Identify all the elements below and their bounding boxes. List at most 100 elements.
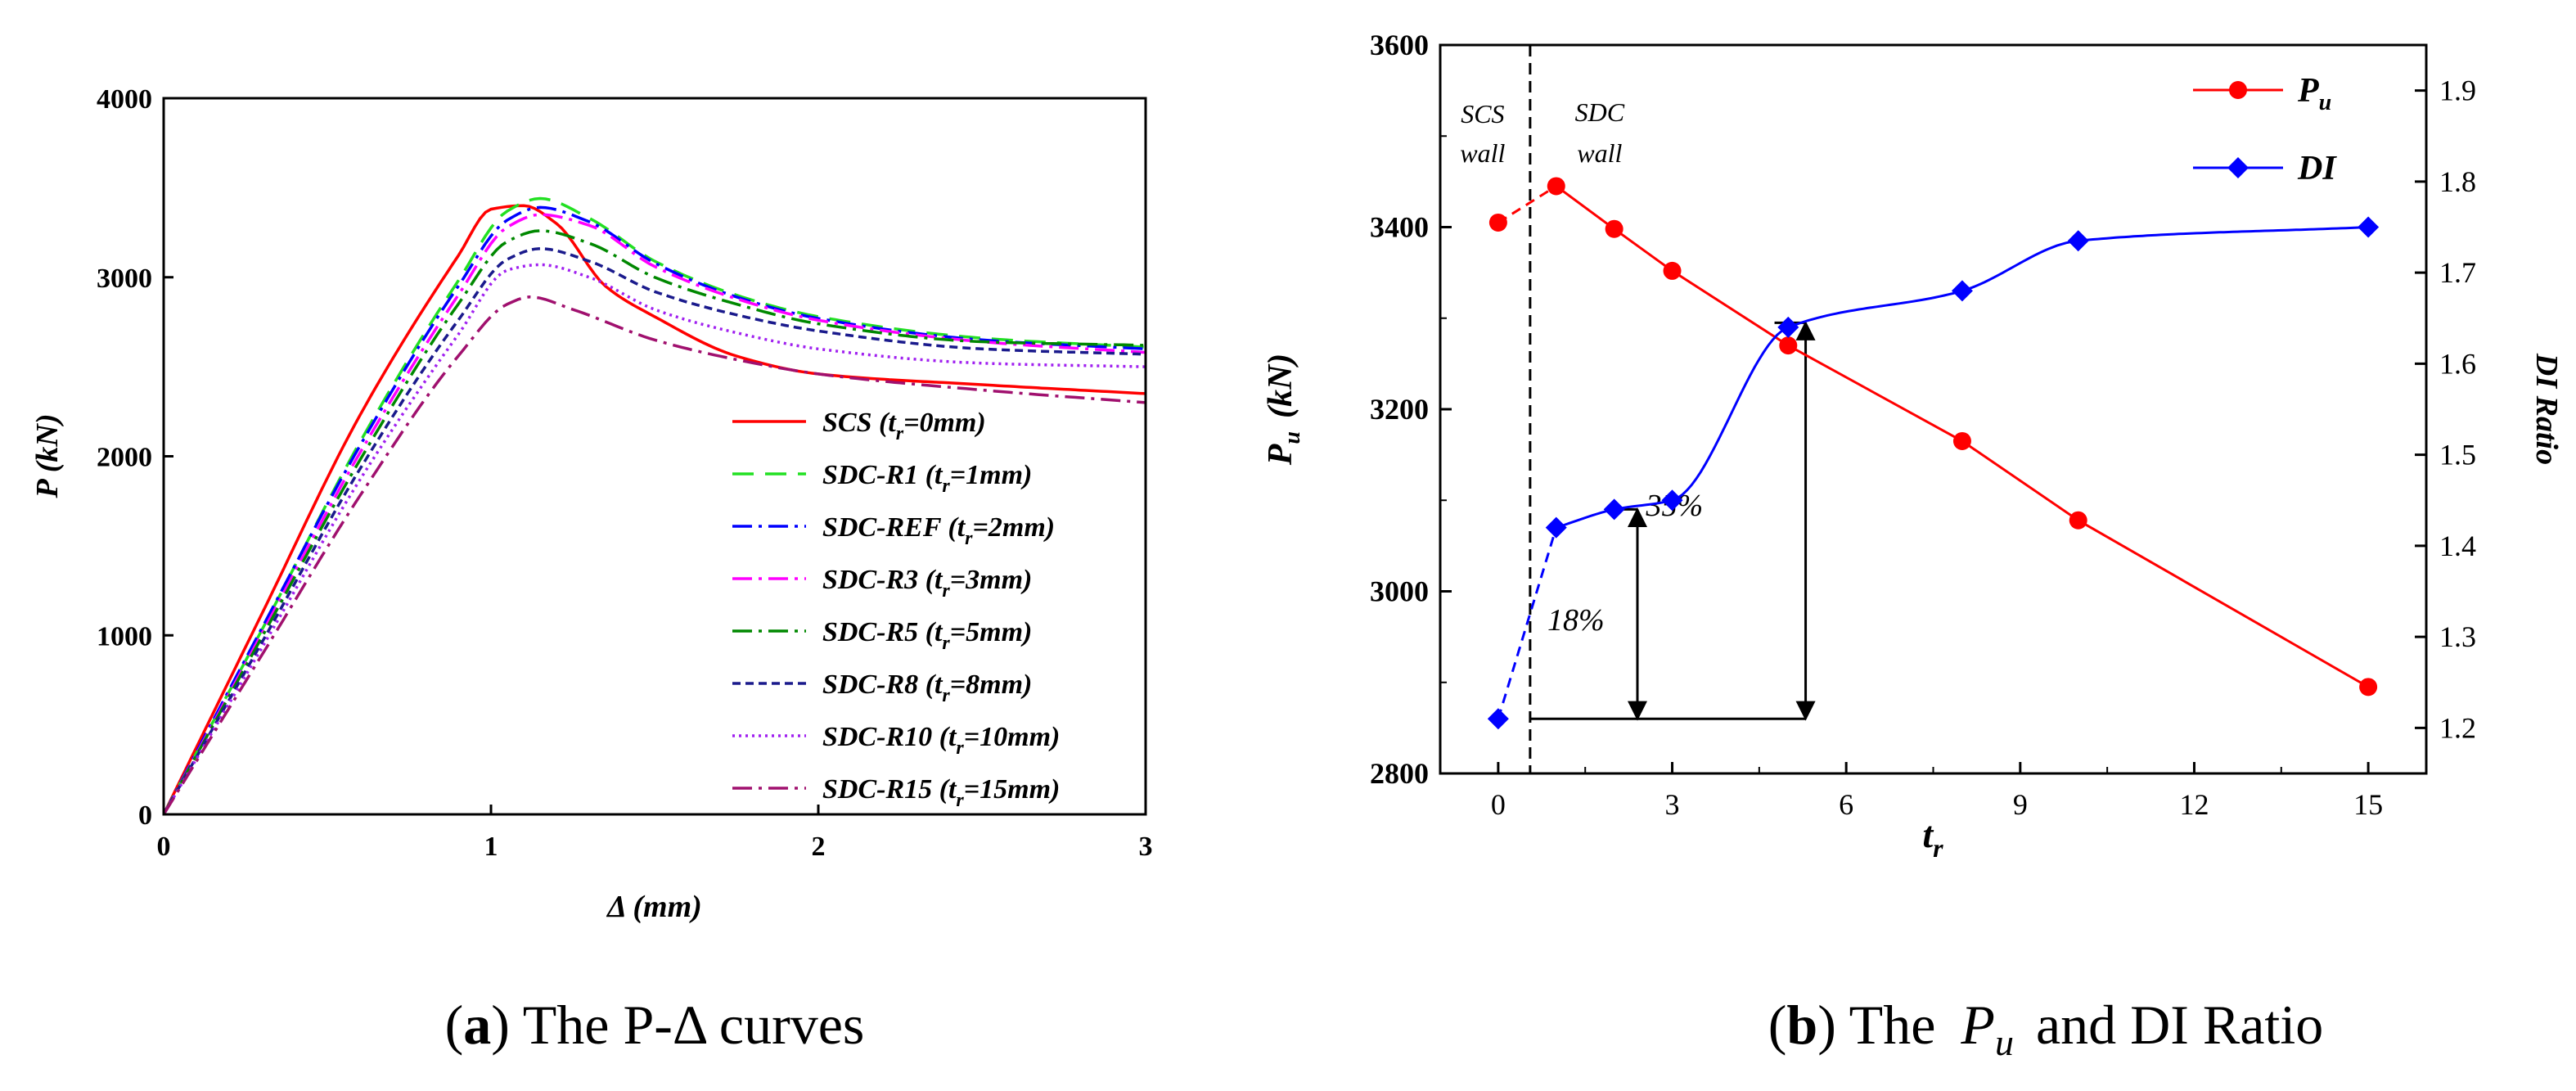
legend-label-end: =3mm) xyxy=(950,565,1033,595)
caption-a-text: The P-Δ curves xyxy=(510,994,864,1056)
legend-label: SDC-R15 (tr=15mm) xyxy=(822,774,1060,811)
x-tick-label: 6 xyxy=(1839,788,1853,821)
pdelta-curve-7 xyxy=(162,295,1146,815)
di-point xyxy=(2067,230,2089,252)
legend-label-sub: r xyxy=(942,580,950,602)
y2-tick-label: 1.5 xyxy=(2439,439,2476,471)
pu-point xyxy=(1779,336,1798,355)
y-tick-label: 2000 xyxy=(97,443,152,473)
x-axis-label-sub: r xyxy=(1933,833,1943,863)
legend-label: SDC-R8 (tr=8mm) xyxy=(822,669,1032,706)
legend-marker xyxy=(2227,157,2249,178)
y2-tick-label: 1.2 xyxy=(2439,711,2476,744)
x-tick-label: 3 xyxy=(1665,788,1680,821)
sdc-region-label: SDC xyxy=(1575,97,1625,127)
x-tick-label: 12 xyxy=(2179,788,2209,821)
caption-b-symbol-sub: u xyxy=(1995,1021,2014,1063)
legend-label: SDC-R5 (tr=5mm) xyxy=(822,617,1032,654)
y-axis-label-sub: u xyxy=(1280,431,1305,444)
pu-point xyxy=(1952,431,1971,450)
scs-region-label-line2: wall xyxy=(1460,138,1505,168)
caption-a: (a) The P-Δ curves xyxy=(445,994,865,1056)
panel-a-x-axis-label: Δ (mm) xyxy=(606,890,702,924)
y2-tick-label: 1.6 xyxy=(2439,347,2476,380)
pdelta-curve-0 xyxy=(162,204,1146,815)
legend-label-end: =8mm) xyxy=(950,669,1033,700)
y-tick-label: 3600 xyxy=(1370,29,1429,61)
panel-a-pdelta-chart: 0 1 2 3 0 1000 2000 3000 4000 Δ (mm) P (kN) SCS … xyxy=(30,84,1153,924)
di-point xyxy=(2358,216,2380,238)
caption-b-letter: b xyxy=(1786,994,1817,1056)
pu-point xyxy=(1488,213,1507,232)
di-point xyxy=(1603,498,1625,521)
pdelta-curve-1 xyxy=(162,196,1146,815)
y-tick-label: 3400 xyxy=(1370,211,1429,244)
legend-label-sub: r xyxy=(942,476,950,497)
y-axis-label-main: P xyxy=(1262,444,1299,466)
legend-label-main: SDC-R10 (t xyxy=(822,722,957,752)
pu-point xyxy=(2069,511,2087,530)
legend-label-end: =15mm) xyxy=(964,774,1061,805)
legend-label-sub: r xyxy=(965,528,973,549)
caption-b-text-after: and DI Ratio xyxy=(2022,994,2323,1056)
legend-label-end: =2mm) xyxy=(973,512,1056,543)
legend-label-sub: r xyxy=(956,790,964,811)
legend-label-main: SDC-R1 (t xyxy=(822,460,943,490)
x-tick-label: 0 xyxy=(157,832,171,862)
panel-b-x-axis-label: tr xyxy=(1922,814,1943,863)
legend-label-main: DI xyxy=(2297,150,2337,187)
x-axis-label-main: t xyxy=(1922,814,1934,855)
y-tick-label: 3200 xyxy=(1370,393,1429,426)
di-point xyxy=(1545,516,1567,539)
legend-label-end: =10mm) xyxy=(964,722,1061,752)
y-tick-label: 3000 xyxy=(97,264,152,294)
y-tick-label: 0 xyxy=(138,800,152,831)
pu-point xyxy=(1605,219,1624,238)
pdelta-curve-3 xyxy=(162,213,1146,815)
panel-a-y-axis-label: P (kN) xyxy=(30,413,65,498)
caption-a-letter: a xyxy=(463,994,491,1056)
legend-label-main: SDC-REF (t xyxy=(822,512,966,543)
y-tick-label: 3000 xyxy=(1370,575,1429,608)
legend-label-sub: r xyxy=(956,737,964,759)
x-tick-label: 2 xyxy=(812,832,826,862)
di-point xyxy=(1777,316,1799,338)
x-tick-label: 0 xyxy=(1491,788,1506,821)
y2-tick-label: 1.9 xyxy=(2439,74,2476,107)
y-axis-label-units: (kN) xyxy=(1262,354,1299,418)
legend-label-main: SDC-R8 (t xyxy=(822,669,943,700)
legend-label: SDC-REF (tr=2mm) xyxy=(822,512,1055,549)
legend-label-sub: r xyxy=(896,423,904,444)
legend-label-sub: r xyxy=(942,633,950,654)
caption-b-text-before: The xyxy=(1836,994,1950,1056)
panel-b-series xyxy=(1487,177,2380,730)
x-tick-label: 15 xyxy=(2353,788,2383,821)
caption-b-symbol: P xyxy=(1960,994,1995,1056)
legend-label: SDC-R3 (tr=3mm) xyxy=(822,565,1032,602)
legend-label-sub: r xyxy=(942,685,950,706)
legend-label-main: SDC-R5 (t xyxy=(822,617,943,647)
legend-label-main: SDC-R15 (t xyxy=(822,774,957,805)
legend-label-sub: u xyxy=(2319,90,2332,115)
panel-b-y-axis-label: Pu (kN) xyxy=(1262,354,1305,467)
legend-label-main: SCS (t xyxy=(822,408,897,438)
scs-region-label: SCS xyxy=(1461,99,1504,128)
legend-label-end: =1mm) xyxy=(950,460,1033,490)
y2-tick-label: 1.4 xyxy=(2439,530,2476,562)
di-point xyxy=(1951,280,1973,302)
legend-label: SDC-R1 (tr=1mm) xyxy=(822,460,1032,497)
y2-tick-label: 1.8 xyxy=(2439,165,2476,198)
pu-point xyxy=(2359,678,2378,697)
pu-point xyxy=(1547,177,1565,196)
pdelta-curve-4 xyxy=(162,229,1146,815)
panel-a-plot-frame xyxy=(162,97,1147,816)
y-tick-label: 1000 xyxy=(97,621,152,651)
x-tick-label: 1 xyxy=(484,832,498,862)
legend-label-main: SDC-R3 (t xyxy=(822,565,943,595)
x-tick-label: 9 xyxy=(2013,788,2028,821)
legend-label: DI xyxy=(2297,150,2337,187)
legend-label-end: =0mm) xyxy=(903,408,986,438)
panel-a-legend: SCS (tr=0mm)SDC-R1 (tr=1mm)SDC-REF (tr=2… xyxy=(732,408,1060,811)
